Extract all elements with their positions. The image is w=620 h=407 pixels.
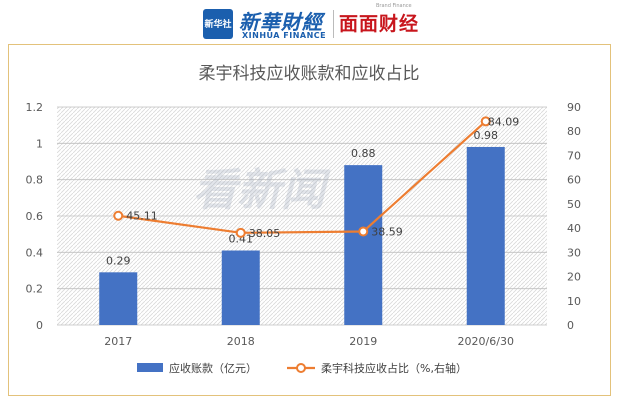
line-point — [480, 116, 491, 127]
xinhua-finance-cn: 新華財經 — [239, 10, 323, 34]
chart-frame: 柔宇科技应收账款和应收占比 看新闻 0 0.2 0.4 0.6 0.8 1 1.2 0 10 2… — [8, 44, 611, 396]
x-tick-label: 2019 — [349, 335, 377, 348]
right-tick-label: 0 — [567, 319, 574, 332]
header: 新华社 新華財經 XINHUA FINANCE Brand Finance 面面… — [0, 0, 620, 46]
right-tick-label: 20 — [567, 271, 581, 284]
x-tick-label: 2020/6/30 — [458, 335, 514, 348]
watermark: 看新闻 — [193, 165, 331, 216]
left-tick-label: 0.2 — [26, 283, 44, 296]
x-tick-label: 2017 — [104, 335, 132, 348]
line-point — [358, 226, 369, 237]
right-axis: 0 10 20 30 40 50 60 70 80 90 — [567, 101, 581, 332]
xinhua-logo-icon: 新华社 — [203, 9, 233, 39]
line-data-label: 45.11 — [126, 210, 158, 223]
bar-data-label: 0.88 — [351, 147, 376, 160]
right-tick-label: 10 — [567, 295, 581, 308]
right-tick-label: 60 — [567, 174, 581, 187]
line-data-label: 38.05 — [249, 227, 281, 240]
legend-bar-swatch — [137, 363, 163, 372]
line-data-label: 84.09 — [488, 115, 520, 128]
line-series: 45.11 38.05 38.59 84.09 — [113, 115, 520, 240]
bar — [466, 146, 505, 325]
line-data-label: 38.59 — [371, 226, 403, 239]
left-tick-label: 0.8 — [26, 174, 44, 187]
legend-line-label: 柔宇科技应收占比（%,右轴） — [321, 361, 467, 375]
left-axis: 0 0.2 0.4 0.6 0.8 1 1.2 — [26, 101, 44, 332]
bar-data-label: 0.29 — [106, 254, 131, 267]
gridlines — [57, 106, 547, 326]
chart-title: 柔宇科技应收账款和应收占比 — [199, 64, 420, 84]
mianmian-logo: 面面财经 — [339, 13, 420, 35]
right-tick-label: 80 — [567, 125, 581, 138]
left-tick-label: 0.4 — [26, 246, 44, 259]
xinhua-logo-text: 新华社 — [204, 20, 232, 30]
bar — [221, 250, 260, 325]
xinhua-finance-en: XINHUA FINANCE — [242, 31, 327, 40]
right-tick-label: 50 — [567, 198, 581, 211]
x-tick-label: 2018 — [227, 335, 255, 348]
right-tick-label: 40 — [567, 222, 581, 235]
left-tick-label: 0 — [36, 319, 43, 332]
bar — [344, 165, 383, 325]
bar-series: 0.29 0.41 0.88 0.98 — [99, 129, 505, 325]
bar — [99, 272, 138, 325]
right-tick-label: 90 — [567, 101, 581, 114]
x-axis: 2017 2018 2019 2020/6/30 — [104, 335, 514, 348]
right-tick-label: 70 — [567, 149, 581, 162]
brand-tag: Brand Finance — [376, 3, 412, 9]
header-divider — [333, 10, 334, 38]
left-tick-label: 0.6 — [26, 210, 44, 223]
left-tick-label: 1 — [36, 137, 43, 150]
legend-line-marker — [296, 363, 306, 373]
legend-bar-label: 应收账款（亿元） — [169, 361, 257, 375]
line-point — [235, 227, 246, 238]
chart: 柔宇科技应收账款和应收占比 看新闻 0 0.2 0.4 0.6 0.8 1 1.2 0 10 2… — [26, 64, 582, 375]
right-tick-label: 30 — [567, 246, 581, 259]
series-line — [118, 120, 487, 234]
line-point — [113, 210, 124, 221]
left-tick-label: 1.2 — [26, 101, 44, 114]
legend: 应收账款（亿元） 柔宇科技应收占比（%,右轴） — [137, 361, 467, 375]
bar-data-label: 0.41 — [229, 233, 254, 246]
bar-data-label: 0.98 — [474, 129, 499, 142]
